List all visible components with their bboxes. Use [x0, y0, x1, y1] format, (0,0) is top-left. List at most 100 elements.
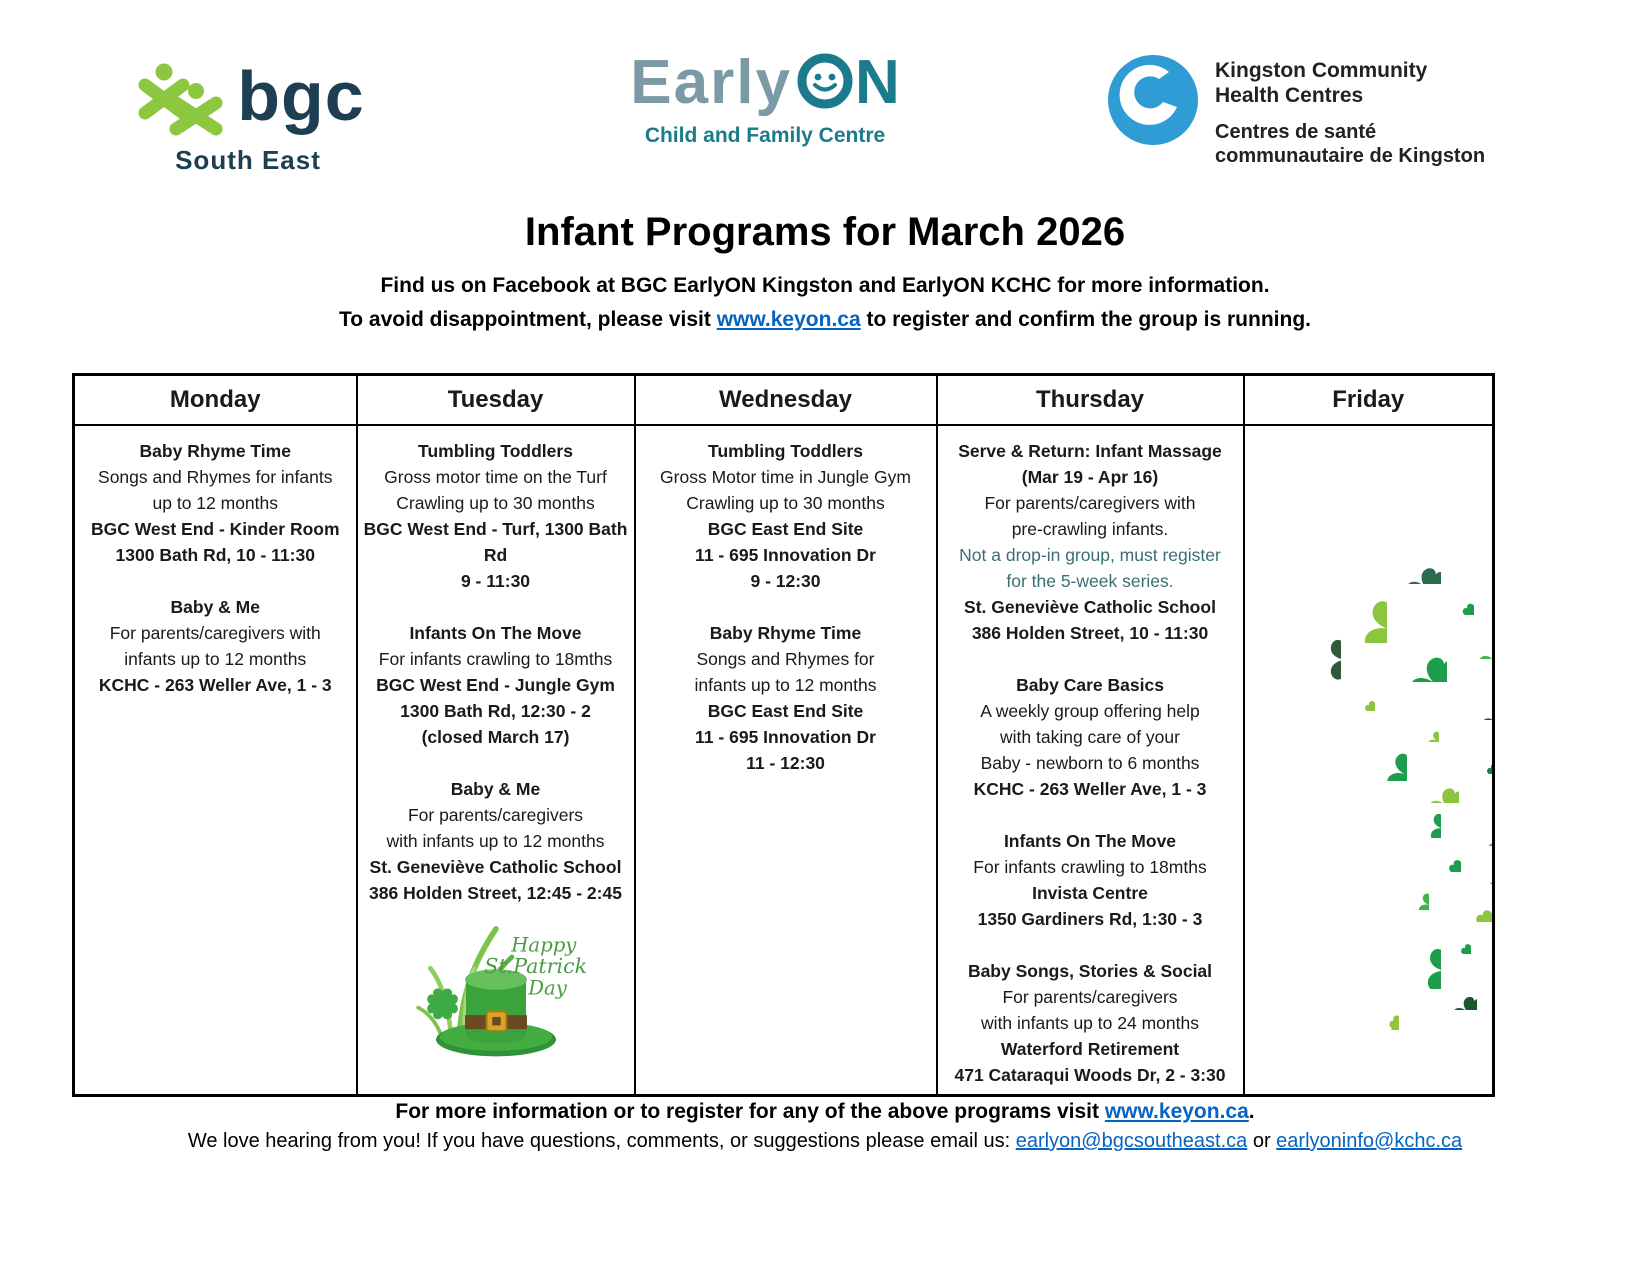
program-line: For infants crawling to 18mths — [973, 856, 1207, 877]
day-column-thursday: Serve & Return: Infant Massage (Mar 19 - … — [935, 423, 1245, 1096]
program-line: Baby Care Basics — [1016, 674, 1164, 695]
program-block: Infants On The Move For infants crawling … — [362, 620, 630, 750]
program-line: For parents/caregivers with — [109, 622, 321, 643]
program-block: Baby Songs, Stories & Social For parents/… — [942, 958, 1239, 1088]
day-column-tuesday: Tumbling Toddlers Gross motor time on the… — [355, 423, 636, 1096]
program-line: Infants On The Move — [409, 622, 582, 643]
bgc-email-link[interactable]: earlyon@bgcsoutheast.ca — [1015, 1130, 1248, 1152]
keyon-link[interactable]: www.keyon.ca — [716, 308, 861, 331]
program-line: St. Geneviève Catholic School — [369, 856, 622, 877]
bgc-region-label: South East — [175, 145, 321, 175]
day-header-friday: Friday — [1242, 373, 1495, 426]
program-line: 11 - 12:30 — [746, 752, 825, 773]
program-line: Baby & Me — [450, 778, 541, 799]
program-line: up to 12 months — [152, 492, 279, 513]
program-block: Baby Rhyme Time Songs and Rhymes for infa… — [79, 438, 352, 568]
kchc-logo: Kingston Community Health Centres Centre… — [1105, 52, 1525, 168]
day-header-thursday: Thursday — [935, 373, 1245, 426]
program-line: 11 - 695 Innovation Dr — [695, 544, 876, 565]
earlyon-subtitle: Child and Family Centre — [644, 124, 886, 147]
program-line: Baby Songs, Stories & Social — [967, 960, 1213, 981]
program-line: Tumbling Toddlers — [708, 440, 863, 461]
program-line: Gross motor time on the Turf — [384, 466, 607, 487]
program-line: Serve & Return: Infant Massage — [958, 440, 1222, 461]
earlyon-wordmark-early: Early — [630, 48, 792, 117]
program-line: (closed March 17) — [421, 726, 570, 747]
program-line: BGC West End - Jungle Gym — [376, 674, 615, 695]
program-line: For parents/caregivers — [1002, 986, 1178, 1007]
bgc-wordmark: bgc — [237, 57, 365, 135]
program-line: pre-crawling infants. — [1011, 518, 1169, 539]
footer-register-line: For more information or to register for … — [395, 1100, 1255, 1123]
program-line: Gross Motor time in Jungle Gym — [660, 466, 911, 487]
program-block: Baby & Me For parents/caregivers with infa… — [79, 594, 352, 698]
program-line: with infants up to 24 months — [981, 1012, 1199, 1033]
day-header-tuesday: Tuesday — [355, 373, 636, 426]
program-block: Serve & Return: Infant Massage (Mar 19 - … — [942, 438, 1239, 646]
program-line: 1300 Bath Rd, 12:30 - 2 — [400, 700, 591, 721]
shamrocks-decoration — [1245, 426, 1493, 1094]
program-line: For parents/caregivers — [407, 804, 584, 825]
program-line: Invista Centre — [1032, 882, 1148, 903]
kchc-swirl-icon — [1108, 55, 1198, 145]
program-line: Baby Rhyme Time — [139, 440, 291, 461]
program-line: 386 Holden Street, 10 - 11:30 — [971, 622, 1209, 643]
kchc-name-fr: Centres de santé communautaire de Kingst… — [1215, 121, 1486, 168]
program-line: A weekly group offering help — [980, 700, 1200, 721]
day-column-friday — [1242, 423, 1495, 1096]
svg-text:St.Patrick's: St.Patrick's — [484, 953, 586, 977]
footer-contact-line: We love hearing from you! If you have qu… — [187, 1130, 1463, 1152]
program-line: 471 Cataraqui Woods Dr, 2 - 3:30 — [954, 1064, 1226, 1085]
program-block: Baby Rhyme Time Songs and Rhymes for infan… — [640, 620, 932, 776]
program-line: with infants up to 12 months — [386, 830, 605, 851]
program-line: KCHC - 263 Weller Ave, 1 - 3 — [98, 674, 332, 695]
program-line: Baby & Me — [170, 596, 260, 617]
program-line: BGC East End Site — [707, 700, 864, 721]
program-line: Baby - newborn to 6 months — [980, 752, 1200, 773]
day-header-monday: Monday — [72, 373, 358, 426]
kchc-name-en: Kingston Community Health Centres — [1215, 59, 1428, 108]
program-block: Tumbling Toddlers Gross Motor time in Jun… — [640, 438, 932, 594]
program-line: with taking care of your — [1000, 726, 1180, 747]
program-line: BGC East End Site — [707, 518, 864, 539]
register-info-line: To avoid disappointment, please visit ww… — [339, 308, 1311, 331]
day-header-wednesday: Wednesday — [633, 373, 938, 426]
program-line: 1350 Gardiners Rd, 1:30 - 3 — [977, 908, 1203, 929]
program-line: Crawling up to 30 months — [686, 492, 885, 513]
keyon-footer-link[interactable]: www.keyon.ca — [1104, 1100, 1249, 1123]
program-line: BGC West End - Turf, 1300 Bath Rd — [363, 518, 628, 565]
st-patricks-day-image: Happy St.Patrick's Day — [362, 912, 630, 1062]
day-column-wednesday: Tumbling Toddlers Gross Motor time in Jun… — [633, 423, 938, 1096]
svg-text:Happy: Happy — [510, 933, 577, 956]
program-line: 386 Holden Street, 12:45 - 2:45 — [369, 882, 622, 903]
program-line: infants up to 12 months — [694, 674, 877, 695]
program-line: 1300 Bath Rd, 10 - 11:30 — [115, 544, 315, 565]
kchc-email-link[interactable]: earlyoninfo@kchc.ca — [1276, 1130, 1463, 1152]
earlyon-wordmark-n: N — [854, 48, 900, 117]
page-title: Infant Programs for March 2026 — [524, 210, 1126, 254]
program-line: 9 - 11:30 — [460, 570, 531, 591]
program-line: 11 - 695 Innovation Dr — [695, 726, 876, 747]
program-line: Songs and Rhymes for infants — [98, 466, 333, 487]
program-line: Not a drop-in group, must register — [959, 544, 1221, 565]
program-line: BGC West End - Kinder Room — [90, 518, 340, 539]
program-line: infants up to 12 months — [124, 648, 307, 669]
program-line: 9 - 12:30 — [750, 570, 821, 591]
day-column-monday: Baby Rhyme Time Songs and Rhymes for infa… — [72, 423, 358, 1096]
program-line: (Mar 19 - Apr 16) — [1021, 466, 1159, 487]
earlyon-logo: Early N Child and Family Centre — [575, 52, 955, 148]
program-line: Baby Rhyme Time — [709, 622, 862, 643]
program-line: KCHC - 263 Weller Ave, 1 - 3 — [973, 778, 1207, 799]
program-schedule-table: Monday Tuesday Wednesday Thursday Friday… — [72, 373, 1495, 1097]
program-line: for the 5-week series. — [1006, 570, 1174, 591]
earlyon-smiley-o-icon — [797, 53, 853, 109]
program-line: Songs and Rhymes for — [696, 648, 875, 669]
program-line: For parents/caregivers with — [984, 492, 1196, 513]
bgc-people-icon — [138, 63, 223, 136]
program-line: Infants On The Move — [1003, 830, 1177, 851]
program-line: Crawling up to 30 months — [396, 492, 595, 513]
facebook-info-line: Find us on Facebook at BGC EarlyON Kings… — [380, 274, 1270, 297]
program-block: Baby & Me For parents/caregivers with infa… — [362, 776, 630, 906]
program-line: St. Geneviève Catholic School — [964, 596, 1216, 617]
